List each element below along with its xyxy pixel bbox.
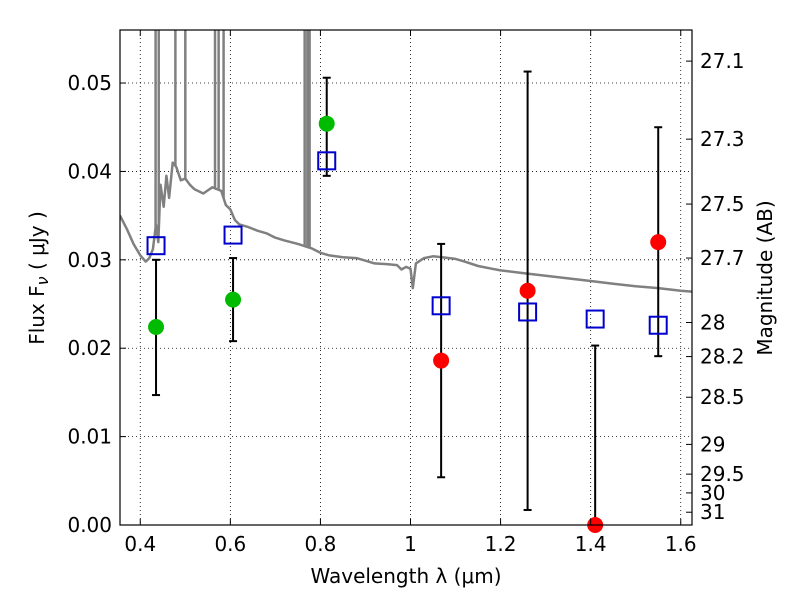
observed-point-marker [148,319,165,335]
y2-tick-label: 27.5 [700,192,745,216]
y-tick-label: 0.03 [67,248,112,272]
model-square-marker [146,236,166,256]
y-axis-label: Flux Fν ( μJy ) [25,211,52,345]
observed-point-marker [225,291,242,308]
observed-point-marker [318,115,335,132]
model-square-marker [648,315,668,335]
y2-tick-label: 27.7 [700,246,745,270]
gridlines [120,30,692,526]
observed-point-marker [433,352,450,369]
y2-tick-label: 29.5 [700,462,745,486]
y2-tick-label: 30 [700,481,725,505]
y2-tick-label: 27.1 [700,49,745,73]
y-axis-label-subscript: ν [33,276,52,285]
sed-curve [120,161,692,293]
model-square-marker [223,225,243,245]
y-tick-label: 0.05 [67,71,112,95]
x-tick-label: 1.6 [665,532,697,556]
axis-ticks: 0.4 0.6 0.8 1 1.2 1.4 1.6 0.00 0.01 0.02 0.03 0.04 0… [67,30,745,556]
x-tick-label: 1 [404,532,417,556]
model-square-marker [431,296,451,316]
x-tick-label: 0.6 [214,532,246,556]
y2-tick-label: 31 [700,500,725,524]
x-tick-label: 0.4 [124,532,156,556]
y-tick-label: 0.01 [67,425,112,449]
x-tick-label: 1.2 [485,532,517,556]
model-square-marker [585,309,605,329]
y2-tick-label: 28 [700,311,725,335]
x-tick-label: 1.4 [575,532,607,556]
y2-tick-label: 28.5 [700,385,745,409]
y-axis-label-main: Flux F [25,285,49,344]
plot-frame [119,29,693,526]
y2-tick-label: 28.2 [700,345,745,369]
y2-tick-label: 27.3 [700,127,745,151]
data-markers [146,115,668,533]
observed-point-marker [519,282,536,299]
y-tick-label: 0.04 [67,159,112,183]
y-tick-label: 0.02 [67,336,112,360]
x-tick-label: 0.8 [305,532,337,556]
y-tick-label: 0.00 [67,513,112,537]
observed-point-marker [650,234,667,251]
y2-tick-label: 29 [700,432,725,456]
x-axis-label: Wavelength λ (μm) [310,564,501,588]
model-square-marker [317,151,337,171]
y-axis-label-unit: ( μJy ) [25,211,49,276]
y2-axis-label: Magnitude (AB) [753,200,777,355]
model-square-marker [518,302,538,322]
sed-curve-layer [120,30,692,293]
